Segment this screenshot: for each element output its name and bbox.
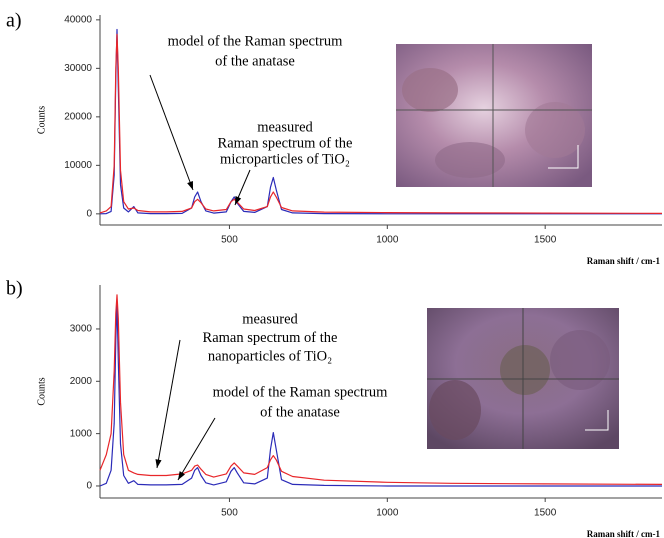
x-axis-label: Raman shift / cm-1 bbox=[587, 529, 661, 538]
arrow-head bbox=[155, 459, 162, 468]
annotation-text: nanoparticles of TiO₂ bbox=[208, 348, 332, 364]
x-tick-label: 1000 bbox=[376, 508, 399, 519]
annotation-text: of the anatase bbox=[260, 404, 340, 420]
y-tick-label: 10000 bbox=[64, 160, 92, 171]
spectrum-line bbox=[99, 294, 663, 485]
y-tick-label: 20000 bbox=[64, 111, 92, 122]
y-tick-label: 2000 bbox=[70, 376, 93, 387]
arrow-head bbox=[235, 196, 242, 205]
panel-label: a) bbox=[6, 10, 22, 32]
y-tick-label: 3000 bbox=[70, 324, 93, 335]
spectrum-line bbox=[99, 302, 662, 487]
inset-image-b bbox=[427, 308, 619, 449]
annotation-text: model of the Raman spectrum bbox=[168, 33, 343, 49]
y-axis-label: Counts bbox=[36, 106, 47, 134]
annotation-arrow bbox=[177, 417, 216, 481]
panel-label: b) bbox=[6, 278, 23, 300]
annotation-arrow bbox=[156, 339, 181, 469]
annotation-text: Raman spectrum of the bbox=[203, 330, 338, 346]
y-tick-label: 0 bbox=[86, 208, 92, 219]
arrow-head bbox=[178, 471, 185, 480]
annotation-text: microparticles of TiO₂ bbox=[220, 151, 350, 167]
chart-panel: a) Counts Raman shift / cm-1 0 10000 20000 300… bbox=[6, 10, 663, 266]
y-tick-label: 30000 bbox=[64, 63, 92, 74]
y-tick-label: 1000 bbox=[70, 428, 93, 439]
chart-panel: b) Counts Raman shift / cm-1 0 1000 2000 3000 5… bbox=[6, 278, 663, 538]
y-axis-label: Counts bbox=[36, 377, 47, 405]
x-tick-label: 500 bbox=[221, 508, 238, 519]
annotation-text: Raman spectrum of the bbox=[218, 135, 353, 151]
x-axis-label: Raman shift / cm-1 bbox=[587, 256, 661, 266]
y-tick-label: 0 bbox=[86, 481, 92, 492]
inset-image-a bbox=[396, 44, 592, 187]
annotation-text: of the anatase bbox=[215, 53, 295, 69]
x-tick-label: 500 bbox=[221, 235, 238, 246]
annotation-arrow bbox=[149, 74, 194, 191]
annotation-text: measured bbox=[257, 119, 313, 135]
x-tick-label: 1500 bbox=[534, 508, 557, 519]
spectrum-line bbox=[99, 33, 663, 214]
x-tick-label: 1500 bbox=[534, 235, 557, 246]
y-tick-label: 40000 bbox=[64, 14, 92, 25]
annotation-text: measured bbox=[242, 311, 298, 327]
annotation-text: model of the Raman spectrum bbox=[213, 384, 388, 400]
x-tick-label: 1000 bbox=[376, 235, 399, 246]
arrow-head bbox=[187, 181, 193, 190]
